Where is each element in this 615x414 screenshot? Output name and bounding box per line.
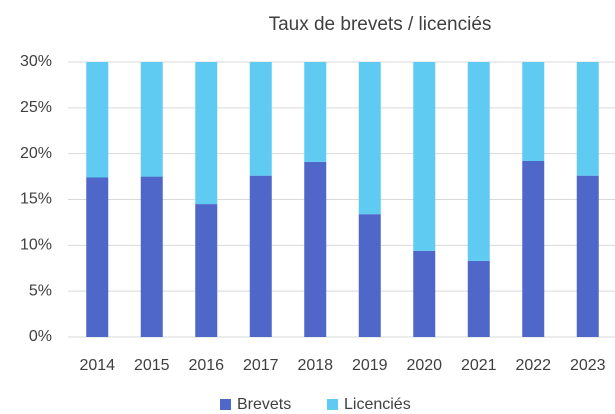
bar-segment [86, 177, 109, 337]
bar-segment [304, 62, 327, 162]
x-tick-label: 2022 [515, 357, 551, 374]
x-tick-label: 2016 [188, 357, 224, 374]
bar-segment [358, 62, 381, 215]
x-tick-label: 2017 [243, 357, 279, 374]
bar-segment [249, 175, 272, 337]
x-tick-label: 2015 [134, 357, 170, 374]
y-tick-label: 30% [20, 53, 52, 70]
bar-segment [413, 250, 436, 337]
legend-swatch [327, 399, 338, 410]
y-tick-label: 15% [20, 191, 52, 208]
bar-segment [358, 214, 381, 337]
bar-segment [413, 62, 436, 251]
y-tick-label: 20% [20, 145, 52, 162]
x-tick-label: 2021 [461, 357, 497, 374]
legend-label: Licenciés [344, 396, 411, 413]
bar-segment [522, 62, 545, 161]
legend-swatch [220, 399, 231, 410]
bar-segment [140, 62, 163, 177]
x-tick-label: 2019 [352, 357, 388, 374]
chart-title: Taux de brevets / licenciés [269, 14, 492, 35]
bar-segment [467, 260, 490, 337]
y-tick-label: 10% [20, 237, 52, 254]
legend-label: Brevets [237, 396, 291, 413]
bar-segment [576, 175, 599, 337]
x-tick-label: 2020 [406, 357, 442, 374]
bar-segment [304, 161, 327, 337]
bar-segment [467, 62, 490, 261]
bar-segment [195, 62, 218, 205]
bar-segment [522, 161, 545, 337]
bar-segment [576, 62, 599, 176]
x-tick-label: 2023 [570, 357, 606, 374]
bar-segment [140, 176, 163, 337]
y-tick-label: 0% [29, 328, 52, 345]
x-tick-label: 2018 [297, 357, 333, 374]
y-tick-label: 5% [29, 282, 52, 299]
bar-segment [249, 62, 272, 176]
bar-segment [195, 204, 218, 337]
y-tick-label: 25% [20, 99, 52, 116]
bar-segment [86, 62, 109, 178]
x-tick-label: 2014 [79, 357, 115, 374]
